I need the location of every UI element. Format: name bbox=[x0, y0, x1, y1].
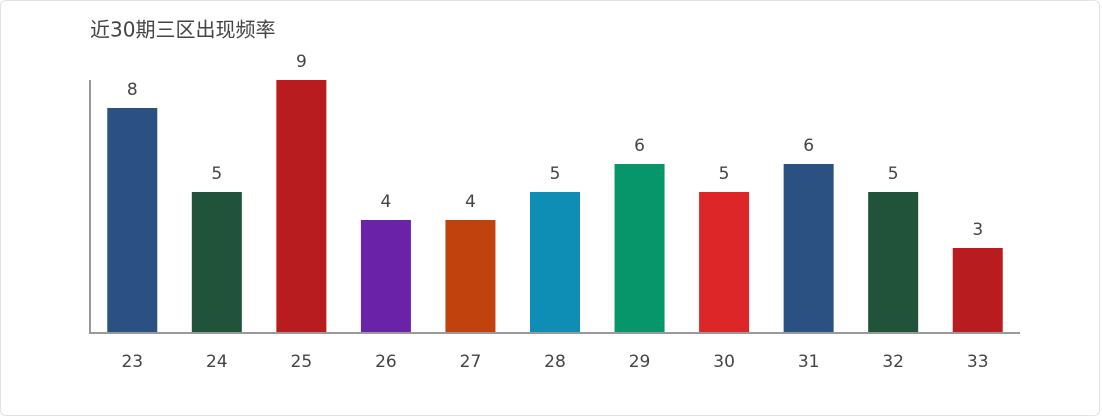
bar bbox=[530, 192, 580, 332]
value-label: 6 bbox=[634, 136, 645, 156]
value-label: 5 bbox=[211, 164, 222, 184]
value-label: 6 bbox=[803, 136, 814, 156]
x-tick-label: 24 bbox=[206, 352, 228, 372]
value-label: 9 bbox=[296, 52, 307, 72]
x-tick-label: 33 bbox=[967, 352, 989, 372]
x-tick-label: 31 bbox=[798, 352, 820, 372]
value-label: 5 bbox=[550, 164, 561, 184]
x-tick-label: 28 bbox=[544, 352, 566, 372]
value-label: 5 bbox=[719, 164, 730, 184]
bar bbox=[783, 164, 834, 332]
bar bbox=[868, 192, 919, 332]
x-tick-label: 32 bbox=[882, 352, 904, 372]
value-label: 4 bbox=[380, 192, 391, 212]
bar bbox=[614, 164, 665, 332]
bar bbox=[952, 248, 1003, 332]
value-label: 8 bbox=[127, 80, 138, 100]
value-label: 5 bbox=[888, 164, 899, 184]
x-tick-label: 25 bbox=[291, 352, 313, 372]
bar bbox=[360, 220, 411, 332]
bar bbox=[107, 108, 158, 332]
value-label: 4 bbox=[465, 192, 476, 212]
x-tick-label: 30 bbox=[713, 352, 735, 372]
x-tick-label: 29 bbox=[629, 352, 651, 372]
x-tick-label: 27 bbox=[460, 352, 482, 372]
bar bbox=[191, 192, 242, 332]
value-label: 3 bbox=[972, 220, 983, 240]
chart-title: 近30期三区出现频率 bbox=[90, 18, 275, 42]
x-tick-label: 23 bbox=[121, 352, 143, 372]
x-tick-label: 26 bbox=[375, 352, 397, 372]
bar bbox=[445, 220, 496, 332]
bar bbox=[276, 80, 327, 332]
bar bbox=[699, 192, 750, 332]
